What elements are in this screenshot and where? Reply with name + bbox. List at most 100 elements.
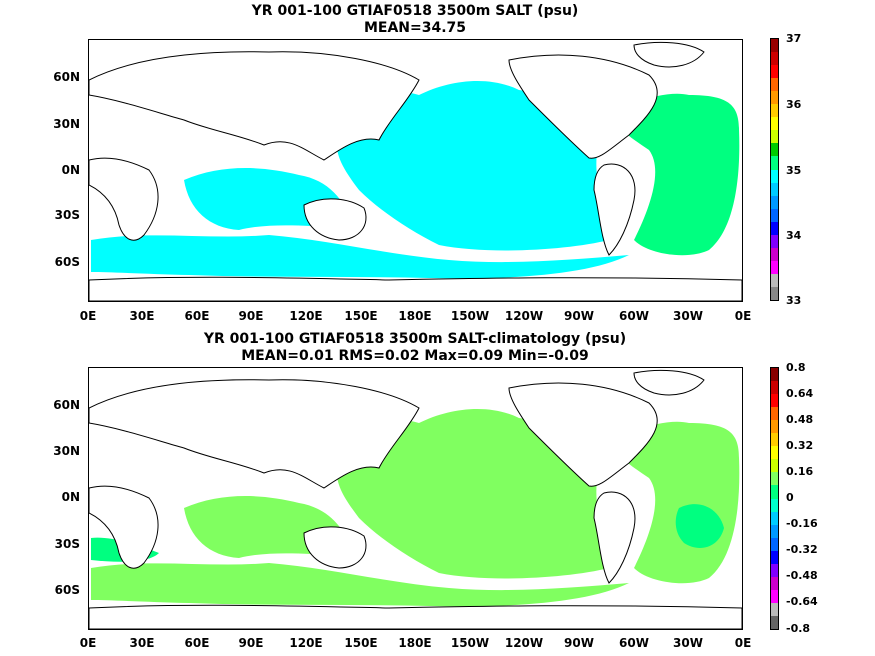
panel2-colorbar-label: -0.8 bbox=[786, 622, 811, 635]
panel2-lon-tick: 120W bbox=[504, 636, 544, 650]
panel1-lon-tick: 150E bbox=[344, 309, 378, 323]
colorbar-segment bbox=[771, 485, 778, 499]
colorbar-segment bbox=[771, 286, 778, 300]
panel2-lon-tick: 0E bbox=[734, 636, 752, 650]
panel2-lat-tick: 0N bbox=[61, 490, 80, 504]
panel2-lon-tick: 30E bbox=[129, 636, 155, 650]
colorbar-segment bbox=[771, 381, 778, 395]
colorbar-segment bbox=[771, 420, 778, 434]
panel1-lon-tick: 60E bbox=[184, 309, 210, 323]
panel2-lon-tick: 120E bbox=[289, 636, 323, 650]
colorbar-segment bbox=[771, 472, 778, 486]
panel2-colorbar-label: -0.64 bbox=[786, 595, 818, 608]
panel2-north-america bbox=[508, 382, 658, 487]
panel2-greenland bbox=[633, 369, 705, 396]
panel1-title-line1: YR 001-100 GTIAF0518 3500m SALT (psu) bbox=[251, 3, 579, 19]
panel1-lon-tick: 180E bbox=[398, 309, 432, 323]
panel2-lon-tick: 60W bbox=[619, 636, 649, 650]
panel1-greenland bbox=[633, 41, 705, 68]
panel2-lat-tick: 60S bbox=[54, 583, 80, 597]
panel1-eurasia bbox=[89, 51, 420, 161]
colorbar-segment bbox=[771, 576, 778, 590]
panel2-colorbar-label: 0.64 bbox=[786, 387, 814, 400]
panel2-field-southern bbox=[91, 563, 629, 607]
panel2-africa bbox=[89, 485, 159, 569]
panel2-colorbar-label: 0 bbox=[786, 491, 794, 504]
panel1-north-america bbox=[508, 54, 658, 159]
panel2-title-line2: MEAN=0.01 RMS=0.02 Max=0.09 Min=-0.09 bbox=[241, 348, 589, 364]
colorbar-segment bbox=[771, 615, 778, 629]
panel2-eurasia bbox=[89, 379, 420, 489]
colorbar-segment bbox=[771, 117, 778, 131]
panel1-lon-tick: 60W bbox=[619, 309, 649, 323]
panel2-colorbar-label: 0.16 bbox=[786, 465, 814, 478]
colorbar-segment bbox=[771, 208, 778, 222]
colorbar-segment bbox=[771, 65, 778, 79]
colorbar-segment bbox=[771, 182, 778, 196]
colorbar-segment bbox=[771, 394, 778, 408]
panel1-africa bbox=[89, 157, 159, 241]
panel2-colorbar-label: 0.48 bbox=[786, 413, 814, 426]
colorbar-segment bbox=[771, 247, 778, 261]
colorbar-segment bbox=[771, 407, 778, 421]
panel1-lat-tick: 60S bbox=[54, 255, 80, 269]
panel1-lat-tick: 30S bbox=[54, 208, 80, 222]
colorbar-segment bbox=[771, 589, 778, 603]
panel1-title-line2: MEAN=34.75 bbox=[363, 20, 467, 36]
panel2-colorbar-label: 0.32 bbox=[786, 439, 814, 452]
panel1-map bbox=[88, 39, 743, 302]
panel2-lat-tick: 30N bbox=[53, 444, 80, 458]
panel1-lon-tick: 150W bbox=[450, 309, 490, 323]
panel2-colorbar bbox=[770, 367, 779, 630]
panel1-lon-tick: 120E bbox=[289, 309, 323, 323]
panel2-lon-tick: 90E bbox=[238, 636, 264, 650]
panel1-field-southern bbox=[91, 235, 629, 279]
panel1-colorbar-label: 37 bbox=[786, 32, 802, 45]
panel1-colorbar-label: 34 bbox=[786, 229, 802, 242]
panel1-south-america bbox=[593, 163, 636, 256]
panel1-lon-tick: 30E bbox=[129, 309, 155, 323]
panel2-lon-tick: 90W bbox=[564, 636, 594, 650]
colorbar-segment bbox=[771, 459, 778, 473]
colorbar-segment bbox=[771, 104, 778, 118]
panel1-lat-tick: 30N bbox=[53, 117, 80, 131]
panel2-lon-tick: 0E bbox=[79, 636, 97, 650]
panel2-lon-tick: 150E bbox=[344, 636, 378, 650]
colorbar-segment bbox=[771, 498, 778, 512]
colorbar-segment bbox=[771, 260, 778, 274]
panel2-field-pacific bbox=[336, 408, 609, 579]
panel1-colorbar-label: 36 bbox=[786, 98, 802, 111]
colorbar-segment bbox=[771, 368, 778, 382]
panel1-antarctica bbox=[89, 276, 742, 301]
colorbar-segment bbox=[771, 550, 778, 564]
colorbar-segment bbox=[771, 78, 778, 92]
colorbar-segment bbox=[771, 169, 778, 183]
colorbar-segment bbox=[771, 524, 778, 538]
colorbar-segment bbox=[771, 563, 778, 577]
colorbar-segment bbox=[771, 221, 778, 235]
panel2-map bbox=[88, 367, 743, 630]
colorbar-segment bbox=[771, 130, 778, 144]
panel2-map-field bbox=[89, 369, 742, 629]
colorbar-segment bbox=[771, 91, 778, 105]
panel1-lat-tick: 0N bbox=[61, 163, 80, 177]
panel1-lon-tick: 90E bbox=[238, 309, 264, 323]
panel2-colorbar-label: -0.48 bbox=[786, 569, 818, 582]
panel2-lon-tick: 180E bbox=[398, 636, 432, 650]
panel1-lon-tick: 0E bbox=[734, 309, 752, 323]
panel2-lon-tick: 30W bbox=[673, 636, 703, 650]
panel1-colorbar-label: 35 bbox=[786, 164, 802, 177]
colorbar-segment bbox=[771, 433, 778, 447]
panel2-south-america bbox=[593, 491, 636, 584]
panel2-colorbar-label: 0.8 bbox=[786, 361, 806, 374]
colorbar-segment bbox=[771, 39, 778, 53]
panel1-field-pacific bbox=[336, 80, 609, 251]
panel1-lon-tick: 0E bbox=[79, 309, 97, 323]
colorbar-segment bbox=[771, 273, 778, 287]
panel1-lon-tick: 120W bbox=[504, 309, 544, 323]
panel2-lon-tick: 60E bbox=[184, 636, 210, 650]
colorbar-segment bbox=[771, 143, 778, 157]
panel1-map-field bbox=[89, 41, 742, 301]
colorbar-segment bbox=[771, 511, 778, 525]
panel1-australia bbox=[303, 198, 367, 241]
